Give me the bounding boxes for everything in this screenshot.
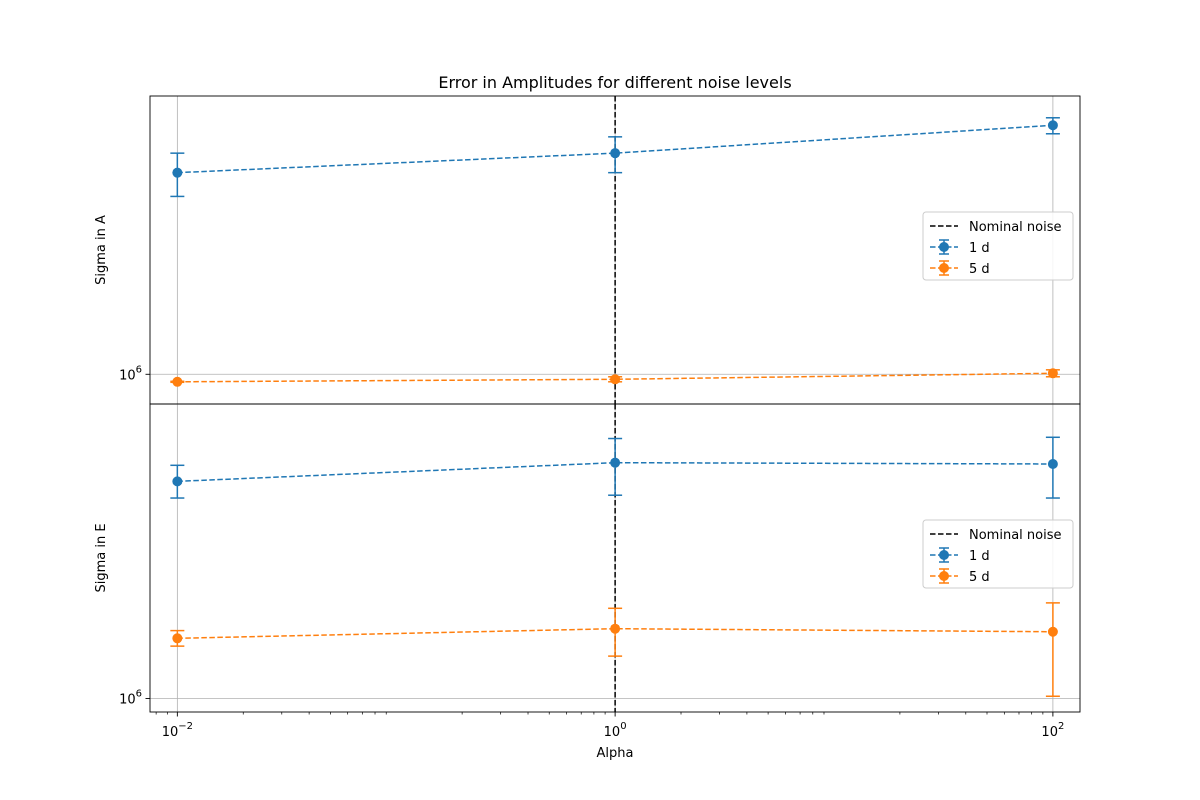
series-5d [170, 368, 1060, 387]
y-axis-label: Sigma in A [94, 215, 109, 285]
legend-label: 1 d [969, 241, 990, 256]
legend: Nominal noise 1 d 5 d [922, 211, 1074, 281]
x-tick-label: 10−2 [162, 721, 193, 740]
chart-title: Error in Amplitudes for different noise … [438, 73, 791, 92]
x-tick-label: 102 [1041, 721, 1064, 740]
y-tick-label: 106 [119, 688, 142, 707]
legend-box [922, 211, 1074, 281]
legend-box [922, 519, 1074, 589]
series-line [177, 124, 1053, 174]
data-point [610, 623, 621, 634]
data-point [610, 374, 621, 385]
data-point [610, 148, 621, 159]
x-axis: 10−2 100 102 [155, 712, 1064, 740]
x-tick-label: 100 [604, 721, 627, 740]
series-line [177, 461, 1053, 483]
series-line [177, 372, 1053, 383]
legend-label: Nominal noise [969, 528, 1061, 543]
data-point [172, 167, 183, 178]
legend-label: Nominal noise [969, 220, 1061, 235]
legend-swatch-marker [939, 242, 949, 252]
legend-swatch-marker [939, 550, 949, 560]
data-point [1047, 368, 1058, 379]
panel-1: 106 Sigma in A Nominal noise 1 d 5 d [94, 95, 1081, 405]
panel-2: 106 Sigma in E Nominal noise 1 d 5 d [94, 403, 1081, 713]
legend: Nominal noise 1 d 5 d [922, 519, 1074, 589]
x-axis-label: Alpha [597, 746, 634, 761]
data-point [172, 633, 183, 644]
y-axis-label: Sigma in E [94, 523, 109, 592]
legend-label: 1 d [969, 549, 990, 564]
series-1d [170, 436, 1060, 499]
data-point [1047, 626, 1058, 637]
y-tick-label: 106 [119, 364, 142, 383]
data-point [1047, 120, 1058, 131]
series-1d [170, 117, 1060, 198]
data-point [1047, 458, 1058, 469]
data-point [172, 476, 183, 487]
legend-swatch-marker [939, 571, 949, 581]
data-point [172, 376, 183, 387]
series-line [177, 627, 1053, 640]
legend-label: 5 d [969, 570, 990, 585]
legend-label: 5 d [969, 262, 990, 277]
legend-swatch-marker [939, 263, 949, 273]
chart-panels: 106 Sigma in A Nominal noise 1 d 5 d 106 Sigma… [94, 95, 1081, 740]
data-point [610, 457, 621, 468]
series-5d [170, 602, 1060, 697]
